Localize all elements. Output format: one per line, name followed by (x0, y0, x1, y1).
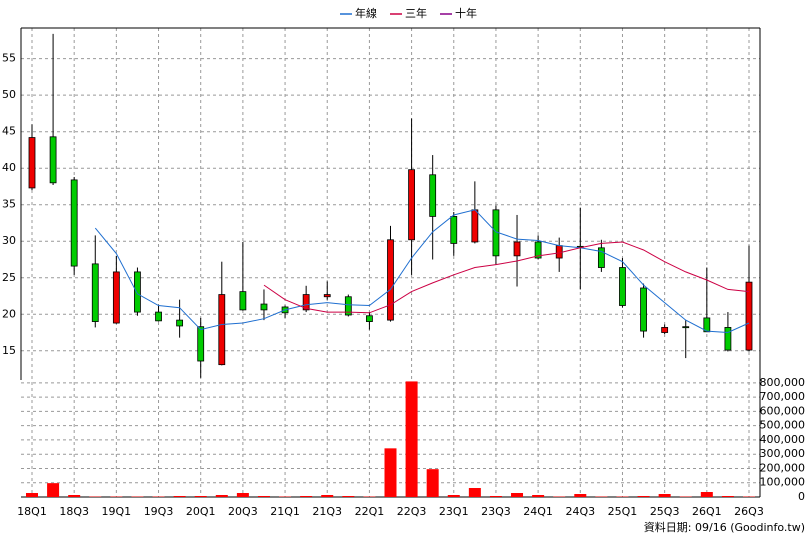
candle-body (408, 169, 415, 241)
candle-body (91, 263, 99, 322)
volume-bar (68, 495, 81, 497)
candle-body (597, 247, 605, 268)
volume-bar (194, 496, 207, 497)
x-tick-label: 21Q3 (312, 505, 342, 518)
candle-body (302, 294, 310, 311)
y2-tick-label: 600,000 (760, 404, 806, 417)
candle-body (555, 245, 563, 259)
legend-label: 十年 (455, 6, 477, 20)
volume-bar (47, 483, 60, 497)
x-tick-label: 25Q3 (650, 505, 680, 518)
x-tick-label: 24Q3 (565, 505, 595, 518)
y-tick-label: 55 (2, 52, 16, 65)
x-tick-label: 23Q3 (481, 505, 511, 518)
ma-line (94, 209, 750, 334)
x-tick-label: 26Q1 (692, 505, 722, 518)
candle-body (366, 315, 373, 322)
candle-body (28, 137, 36, 189)
y-tick-label: 45 (2, 125, 16, 138)
x-tick-label: 26Q3 (734, 505, 764, 518)
candle-body (745, 281, 753, 351)
x-tick-label: 25Q1 (608, 505, 638, 518)
candle-body (344, 296, 352, 316)
candle-body (703, 317, 711, 333)
candle-body (450, 216, 458, 244)
candle-body (134, 271, 141, 313)
volume-bar (658, 494, 671, 497)
volume-bar (426, 469, 439, 497)
x-tick-label: 18Q3 (59, 505, 89, 518)
volume-bar (405, 381, 418, 497)
candle-body (619, 267, 626, 306)
candle-body (471, 209, 479, 243)
candle-body (218, 294, 226, 366)
volume-bar (215, 495, 228, 497)
candle-body (387, 239, 394, 321)
x-tick-label: 20Q1 (186, 505, 216, 518)
candle-body (112, 271, 120, 324)
candle-body (323, 294, 331, 298)
y-tick-label: 40 (2, 161, 16, 174)
volume-bar (447, 495, 460, 497)
volume-bar (300, 496, 313, 497)
y-tick-label: 50 (2, 88, 16, 101)
y2-tick-label: 400,000 (760, 433, 806, 446)
y2-tick-label: 200,000 (760, 461, 806, 474)
volume-bar (173, 496, 186, 497)
volume-bar (721, 496, 734, 497)
candle-body (239, 291, 247, 311)
candle-body (534, 241, 542, 259)
volume-bar (489, 496, 502, 497)
volume-bar (700, 492, 713, 497)
legend-label: 三年 (405, 6, 427, 20)
candle-body (640, 287, 647, 332)
y2-tick-label: 100,000 (760, 476, 806, 489)
volume-bar (574, 494, 587, 497)
volume-bar (236, 493, 249, 497)
x-tick-label: 19Q3 (144, 505, 174, 518)
candle-body (176, 319, 184, 327)
x-tick-label: 18Q1 (17, 505, 47, 518)
y-tick-label: 30 (2, 234, 16, 247)
volume-bar (321, 495, 334, 497)
x-tick-label: 19Q1 (102, 505, 132, 518)
volume-bar (511, 493, 524, 497)
candle-body (49, 136, 57, 184)
x-tick-label: 22Q3 (397, 505, 427, 518)
y2-tick-label: 700,000 (760, 390, 806, 403)
y-tick-label: 20 (2, 307, 16, 320)
y2-tick-label: 800,000 (760, 376, 806, 389)
y2-tick-label: 0 (798, 490, 805, 503)
volume-bar (26, 493, 38, 497)
volume-bar (384, 448, 397, 497)
y-tick-label: 15 (2, 344, 16, 357)
x-tick-label: 24Q1 (523, 505, 553, 518)
x-tick-label: 21Q1 (270, 505, 300, 518)
y-tick-label: 25 (2, 271, 16, 284)
y-tick-label: 35 (2, 198, 16, 211)
candle-body (429, 174, 437, 217)
volume-bar (342, 496, 355, 497)
footer: 資料日期: 09/16 (Goodinfo.tw) (644, 520, 805, 534)
candle-body (260, 303, 268, 311)
volume-bar (532, 495, 545, 497)
candle-body (661, 327, 669, 333)
candle-body (724, 327, 732, 351)
candle-body (513, 241, 521, 257)
candle-body (70, 179, 78, 267)
y2-tick-label: 300,000 (760, 447, 806, 460)
y2-tick-label: 500,000 (760, 419, 806, 432)
volume-bar (468, 488, 481, 497)
volume-bar (257, 496, 270, 497)
ma-line (263, 241, 750, 314)
candle-body (155, 311, 162, 322)
candle-body (682, 326, 690, 329)
x-tick-label: 22Q1 (355, 505, 385, 518)
legend-label: 年線 (355, 6, 377, 20)
x-tick-label: 20Q3 (228, 505, 258, 518)
candle-body (197, 326, 205, 362)
x-tick-label: 23Q1 (439, 505, 469, 518)
volume-bar (637, 496, 650, 497)
